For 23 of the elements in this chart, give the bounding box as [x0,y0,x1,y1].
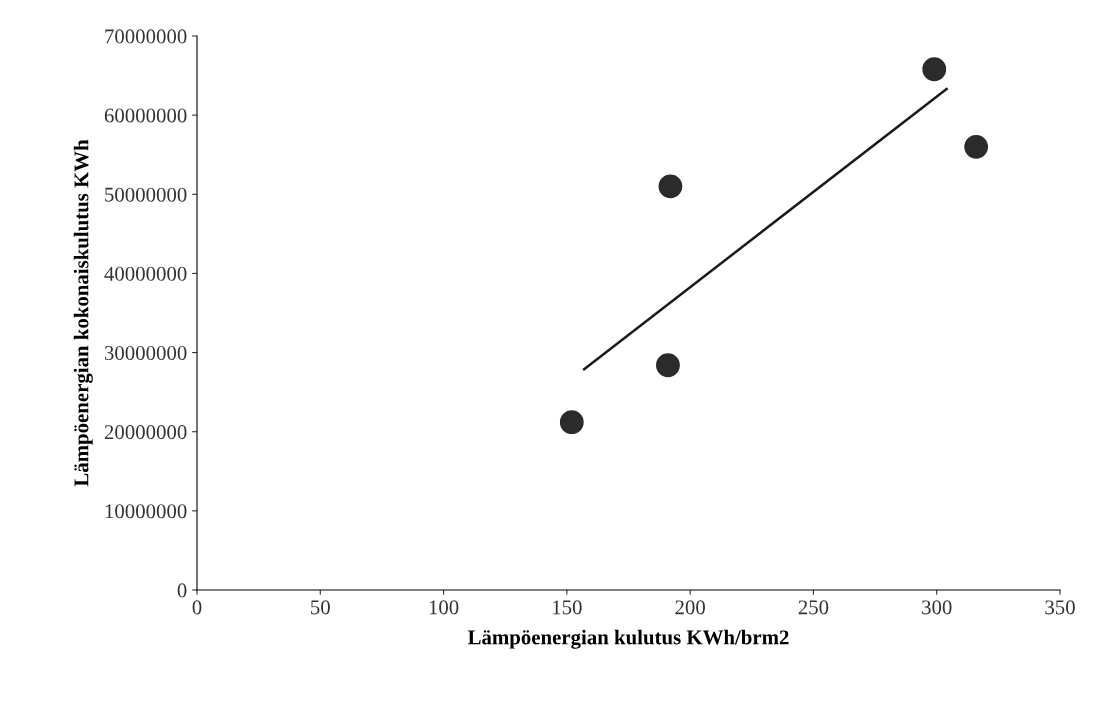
point [656,353,680,378]
y-tick-label: 10000000 [105,504,187,519]
x-tick-label: 150 [553,600,582,615]
x-tick-label: 50 [311,600,330,615]
x-tick-label: 0 [192,600,202,615]
point [559,410,584,435]
y-axis-title: Lämpöenergian kokonaiskulutus KWh [73,139,93,487]
y-tick-label: 50000000 [105,187,187,202]
x-tick-label: 200 [675,600,705,615]
y-tick-label: 70000000 [105,29,187,44]
y-tick-label: 30000000 [104,345,187,360]
point [922,57,947,82]
point [964,134,989,159]
x-tick-label: 250 [798,600,829,615]
y-tick-label: 40000000 [104,266,187,281]
x-tick-label: 300 [922,600,952,615]
x-tick-label: 350 [1045,600,1075,615]
x-axis-title: Lämpöenergian kulutus KWh/brm2 [467,629,789,649]
x-tick-label: 100 [429,600,459,615]
y-tick-label: 20000000 [104,425,187,440]
y-tick-label: 60000000 [104,108,187,123]
y-tick-label: 0 [177,583,187,598]
point [658,174,683,199]
